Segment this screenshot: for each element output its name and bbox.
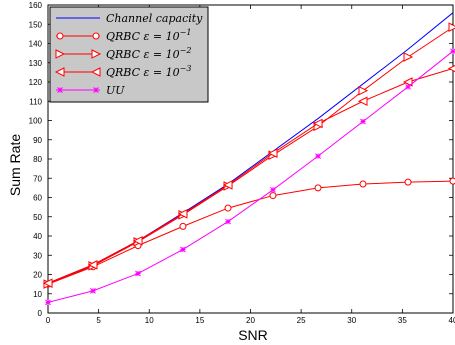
series-4-point-2	[135, 270, 141, 277]
y-tick-label-3: 30	[33, 251, 42, 260]
x-tick-label-3: 15	[195, 316, 204, 325]
legend-item-0: Channel capacity	[56, 12, 203, 25]
series-3-point-1	[87, 260, 98, 270]
legend-marker-start-3	[54, 67, 65, 77]
series-2-point-9	[448, 22, 455, 32]
series-2-point-7	[358, 85, 369, 96]
x-tick-label-8: 40	[449, 316, 455, 325]
x-tick-label-2: 10	[145, 316, 154, 325]
legend-label-text-1: QRBC ε = 10	[106, 30, 180, 43]
y-axis-label: Sum Rate	[7, 134, 23, 196]
y-tick-label-11: 110	[29, 97, 42, 106]
series-1-point-3	[179, 222, 187, 230]
legend-label-exponent-1: −1	[180, 28, 192, 37]
series-line-3	[47, 68, 454, 284]
legend-marker-start-1	[56, 32, 64, 40]
legend-label-0: Channel capacity	[106, 12, 203, 25]
x-axis-label: SNR	[238, 327, 268, 343]
series-3-point-2	[132, 236, 143, 246]
y-tick-label-1: 10	[33, 290, 42, 299]
series-4-point-9	[450, 48, 455, 55]
x-tick-label-0: 0	[46, 316, 51, 325]
series-3-point-7	[357, 96, 368, 107]
series-line-1	[47, 180, 454, 285]
legend-label-exponent-3: −3	[180, 64, 192, 73]
series-3-point-5	[267, 148, 278, 159]
series-1-point-5	[269, 192, 277, 200]
y-tick-label-0: 0	[38, 309, 43, 318]
y-tick-label-13: 130	[29, 59, 43, 68]
y-tick-label-6: 60	[33, 194, 42, 203]
y-tick-label-2: 20	[33, 271, 42, 280]
series-4-point-6	[315, 153, 321, 159]
y-tick-label-12: 120	[29, 78, 43, 87]
series-1-point-6	[314, 184, 322, 192]
legend-marker-end-2	[91, 49, 102, 59]
series-4-point-0	[45, 299, 51, 306]
legend-label-text-3: QRBC ε = 10	[106, 66, 180, 79]
series-1-point-9	[449, 177, 455, 185]
legend-marker-end-1	[92, 32, 100, 40]
legend-label-text-0: Channel capacity	[106, 12, 203, 25]
series-1-point-7	[359, 180, 367, 188]
series-1-point-4	[224, 204, 232, 212]
y-tick-label-10: 100	[29, 117, 43, 126]
y-tick-label-15: 150	[29, 20, 43, 29]
y-tick-label-14: 140	[29, 40, 43, 49]
y-tick-label-16: 160	[29, 1, 43, 10]
legend-marker-start-4	[57, 87, 63, 93]
series-3-point-0	[42, 278, 53, 288]
y-tick-label-5: 50	[33, 213, 42, 222]
axis-ticks: 0 5 10 15 20 25 30 35 40 0 10 20 30 40 50 60 70 80 90 100 11…	[29, 1, 455, 325]
legend-marker-start-2	[55, 49, 66, 59]
series-3	[42, 64, 455, 288]
y-tick-label-8: 80	[33, 155, 42, 164]
series-4	[45, 48, 455, 306]
x-tick-label-6: 30	[347, 316, 356, 325]
series-3-point-4	[222, 180, 233, 190]
legend-item-3: QRBC ε = 10−3	[54, 64, 191, 79]
x-tick-label-4: 20	[246, 316, 255, 325]
legend-label-3: QRBC ε = 10−3	[106, 64, 191, 79]
legend-item-4: UU	[56, 84, 125, 97]
series-1-point-8	[404, 178, 412, 186]
series-4-point-3	[180, 246, 186, 253]
series-4-point-5	[270, 186, 276, 193]
series-2-point-8	[403, 52, 414, 62]
series-4-point-7	[360, 118, 366, 125]
series-3-point-8	[402, 77, 413, 87]
legend-item-1: QRBC ε = 10−1	[56, 28, 191, 43]
x-tick-label-5: 25	[297, 316, 306, 325]
series-line-4	[47, 50, 454, 303]
series-4-point-8	[405, 83, 411, 90]
series-3-point-6	[312, 118, 323, 129]
legend-marker-end-4	[93, 87, 99, 93]
series-3-point-9	[447, 64, 455, 73]
legend-label-4: UU	[106, 84, 125, 97]
series-3-point-3	[177, 209, 188, 219]
y-tick-label-7: 70	[33, 174, 42, 183]
x-tick-label-1: 5	[96, 316, 101, 325]
x-tick-label-7: 35	[398, 316, 407, 325]
series-line-2	[47, 26, 454, 285]
legend-item-2: QRBC ε = 10−2	[55, 46, 191, 61]
series-4-point-1	[90, 288, 96, 294]
series-4-point-4	[225, 218, 231, 225]
data-series	[42, 12, 455, 306]
legend-label-exponent-2: −2	[180, 46, 192, 55]
legend-label-2: QRBC ε = 10−2	[106, 46, 191, 61]
y-tick-label-4: 40	[33, 232, 42, 241]
legend-label-text-4: UU	[106, 84, 125, 97]
legend-label-text-2: QRBC ε = 10	[106, 48, 180, 61]
y-tick-label-9: 90	[33, 136, 42, 145]
legend-marker-end-3	[90, 67, 101, 77]
legend-label-1: QRBC ε = 10−1	[106, 28, 191, 43]
